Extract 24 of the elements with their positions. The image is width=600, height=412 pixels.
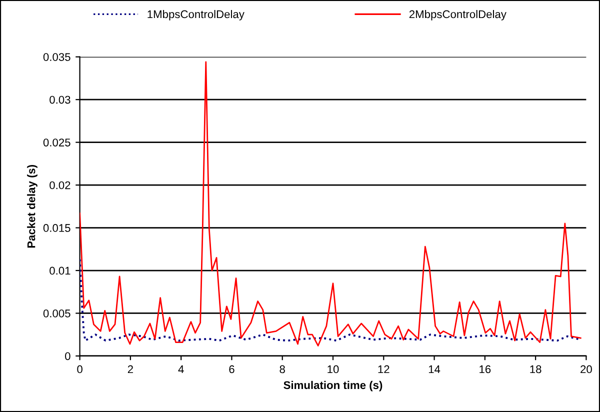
x-tick-label: 6 [229, 365, 234, 374]
x-tick-label: 14 [428, 365, 440, 374]
y-axis-title: Packet delay (s) [27, 164, 38, 248]
y-tick-label: 0.005 [43, 310, 70, 318]
x-tick-label: 10 [328, 365, 339, 374]
x-axis-title: Simulation time (s) [284, 380, 382, 392]
y-tick-label: 0.03 [50, 96, 70, 104]
legend-label: 2MbpsControlDelay [409, 10, 506, 20]
x-tick-label: 4 [178, 365, 184, 374]
y-tick-label: 0.035 [43, 53, 70, 61]
line-series [80, 61, 582, 346]
y-tick-label: 0.02 [50, 181, 70, 190]
legend-label: 1MbpsControlDelay [148, 10, 244, 20]
x-tick-label: 12 [378, 365, 390, 374]
y-tick-label: 0 [65, 352, 70, 360]
y-tick-label: 0.01 [50, 266, 70, 275]
y-tick-label: 0.015 [43, 224, 70, 232]
x-tick-label: 16 [480, 365, 491, 374]
x-tick-label: 20 [580, 365, 592, 374]
y-tick-label: 0.025 [43, 138, 70, 146]
x-tick-label: 8 [280, 365, 285, 374]
x-tick-label: 0 [77, 365, 82, 374]
x-tick-label: 2 [128, 365, 133, 374]
x-tick-label: 18 [530, 365, 542, 374]
